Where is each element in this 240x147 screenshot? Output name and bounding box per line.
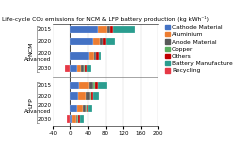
Bar (94, 52, 96, 60)
Bar (98, 81, 107, 89)
Bar (70, 115, 72, 123)
Bar (106, 38, 115, 45)
Bar (107, 26, 110, 33)
Bar (76, 115, 77, 123)
Bar (103, 38, 106, 45)
Bar (79, 81, 89, 89)
Bar (80, 115, 84, 123)
Bar (78, 92, 86, 100)
Title: Life-cycle CO₂ emissions for NCM & LFP battery production (kg kWh⁻¹): Life-cycle CO₂ emissions for NCM & LFP b… (2, 16, 209, 22)
Bar (93, 92, 99, 100)
Bar (67, 115, 70, 123)
Bar (65, 65, 70, 72)
Bar (70, 65, 77, 72)
Bar (98, 26, 107, 33)
Bar (77, 65, 81, 72)
Bar (99, 52, 101, 60)
Bar (78, 115, 80, 123)
Bar (89, 81, 93, 89)
Bar (113, 26, 135, 33)
Bar (70, 105, 77, 112)
Bar (93, 38, 100, 45)
Bar (70, 52, 89, 60)
Bar (88, 105, 92, 112)
Legend: Cathode Material, Aluminium, Anode Material, Copper, Others, Battery Manufacture: Cathode Material, Aluminium, Anode Mater… (164, 24, 234, 74)
Text: NCM: NCM (29, 42, 34, 56)
Bar (84, 65, 85, 72)
Bar (87, 65, 91, 72)
Bar (70, 26, 98, 33)
Bar (93, 81, 95, 89)
Bar (77, 105, 83, 112)
Bar (110, 26, 113, 33)
Bar (83, 105, 86, 112)
Bar (86, 92, 90, 100)
Bar (72, 115, 76, 123)
Bar (89, 52, 94, 60)
Bar (95, 81, 98, 89)
Bar (70, 81, 79, 89)
Bar (70, 92, 78, 100)
Bar (70, 38, 93, 45)
Bar (81, 65, 84, 72)
Bar (100, 38, 103, 45)
Bar (91, 92, 93, 100)
Bar (96, 52, 99, 60)
Bar (86, 105, 87, 112)
Bar (87, 105, 89, 112)
Bar (77, 115, 78, 123)
Bar (85, 65, 87, 72)
Bar (90, 92, 91, 100)
Text: LFP: LFP (29, 97, 34, 108)
